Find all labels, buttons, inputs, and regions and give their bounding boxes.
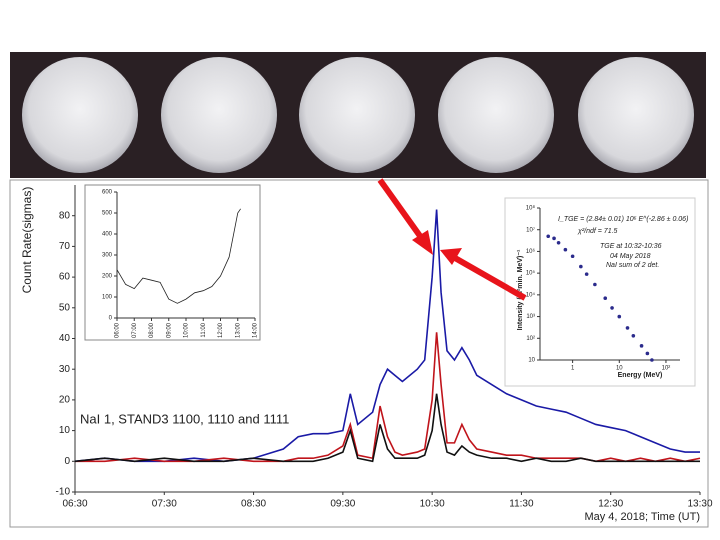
photo-lens xyxy=(161,57,277,173)
y-tick-label: 10 xyxy=(528,358,535,364)
x-tick-label: 06:30 xyxy=(62,499,87,510)
x-tick-label: 1 xyxy=(571,366,575,372)
inset-chart: 0 100 200 300 400 500 600 06:00 07:00 08:00 09:00 1… xyxy=(102,190,259,338)
data-point xyxy=(610,306,614,310)
x-tick-label: 09:30 xyxy=(330,499,355,510)
x-tick-label: 12:30 xyxy=(598,499,623,510)
data-point xyxy=(593,282,597,287)
y-tick-label: 500 xyxy=(102,211,113,217)
y-tick-label: 10⁴ xyxy=(526,291,536,298)
y-tick-label: 0 xyxy=(109,316,113,322)
annotation: I_TGE = (2.84± 0.01) 10⁶ E^(-2.86 ± 0.06… xyxy=(558,216,688,223)
y-tick-label: 100 xyxy=(102,295,113,301)
annotation: NaI sum of 2 det. xyxy=(606,262,659,269)
x-tick-label: 10² xyxy=(662,366,671,372)
annotation: 04 May 2018 xyxy=(610,253,651,260)
data-point xyxy=(579,264,583,269)
arrow-head xyxy=(412,230,433,255)
y-tick-label: 600 xyxy=(102,190,113,196)
x-axis-label: May 4, 2018; Time (UT) xyxy=(584,511,700,523)
spectrum-chart: Intensity (m²min. MeV)⁻¹ Energy (MeV) I_… xyxy=(517,205,689,379)
series-line xyxy=(116,208,241,304)
y-tick-label: 60 xyxy=(59,272,71,283)
x-tick-label: 11:30 xyxy=(509,499,534,510)
annotation: χ²/ndf = 71.5 xyxy=(577,228,618,235)
y-tick-label: 200 xyxy=(102,274,113,280)
y-tick-label: 10⁷ xyxy=(526,226,535,233)
series-line xyxy=(74,209,700,463)
data-point xyxy=(546,234,551,239)
arrows xyxy=(377,178,527,301)
photo-lens xyxy=(578,57,694,173)
main-chart: Count Rate(sigmas) May 4, 2018; Time (UT… xyxy=(20,185,713,523)
x-tick-label: 09:00 xyxy=(166,322,172,338)
series-line xyxy=(74,393,700,463)
y-tick-label: 10⁶ xyxy=(526,248,536,255)
y-tick-label: 10⁸ xyxy=(526,205,536,212)
data-point xyxy=(645,351,650,356)
x-tick-label: 10:30 xyxy=(420,499,445,510)
data-point xyxy=(639,344,644,348)
data-point xyxy=(631,334,636,338)
y-tick-label: -10 xyxy=(56,487,71,498)
x-tick-label: 08:00 xyxy=(149,322,155,338)
x-tick-label: 13:30 xyxy=(687,499,712,510)
data-point xyxy=(650,358,654,362)
y-tick-label: 10 xyxy=(59,425,71,436)
y-tick-label: 50 xyxy=(59,302,71,313)
data-point xyxy=(556,240,561,245)
photo-lens xyxy=(22,57,138,173)
x-tick-label: 11:00 xyxy=(201,322,207,337)
y-tick-label: 20 xyxy=(59,395,71,406)
x-tick-label: 10:00 xyxy=(184,322,190,338)
y-tick-label: 10³ xyxy=(526,314,535,320)
x-tick-label: 07:30 xyxy=(152,499,177,510)
data-point xyxy=(603,296,608,301)
arrow-head xyxy=(440,248,462,265)
photo-strip xyxy=(10,52,706,178)
x-tick-label: 10 xyxy=(616,366,623,372)
y-tick-label: 30 xyxy=(59,364,71,375)
y-tick-label: 70 xyxy=(59,241,71,252)
data-point xyxy=(563,247,568,252)
photo-lens xyxy=(438,57,554,173)
x-tick-label: 06:00 xyxy=(115,322,121,338)
data-point xyxy=(584,272,589,276)
arrow xyxy=(377,178,428,245)
x-tick-label: 12:00 xyxy=(218,322,224,338)
arrow xyxy=(453,255,527,301)
y-tick-label: 10⁵ xyxy=(526,270,536,277)
annotation: NaI 1, STAND3 1100, 1110 and 1111 xyxy=(80,411,289,426)
inset-frame xyxy=(84,184,261,341)
y-axis-label: Intensity (m²min. MeV)⁻¹ xyxy=(517,249,524,330)
inset-frame xyxy=(504,197,696,387)
data-point xyxy=(570,254,575,259)
y-axis-label: Count Rate(sigmas) xyxy=(20,187,34,294)
y-tick-label: 40 xyxy=(59,333,71,344)
x-axis-label: Energy (MeV) xyxy=(618,372,663,379)
y-tick-label: 400 xyxy=(102,232,113,238)
data-point xyxy=(617,314,622,319)
y-tick-label: 300 xyxy=(102,253,113,259)
data-point xyxy=(625,326,630,330)
y-tick-label: 80 xyxy=(59,210,71,221)
y-tick-label: 0 xyxy=(64,456,70,467)
photo-lens xyxy=(299,57,415,173)
x-tick-label: 14:00 xyxy=(253,322,259,338)
x-tick-label: 13:00 xyxy=(235,322,241,338)
annotation: TGE at 10:32-10:36 xyxy=(600,243,662,250)
data-point xyxy=(552,236,556,241)
y-tick-label: 10² xyxy=(526,336,535,342)
x-tick-label: 08:30 xyxy=(241,499,266,510)
x-tick-label: 07:00 xyxy=(132,322,138,338)
